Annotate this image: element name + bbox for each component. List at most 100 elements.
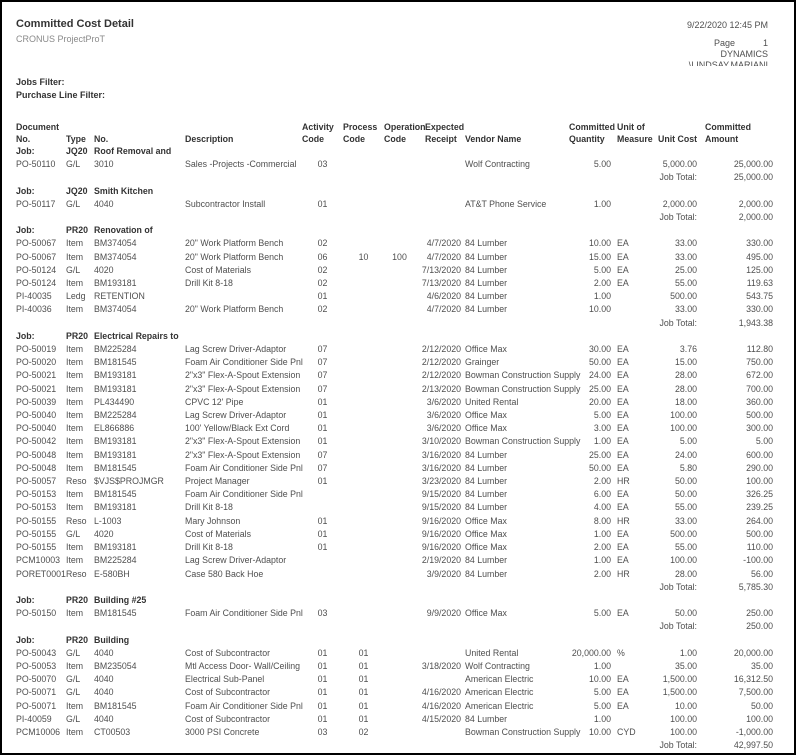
job-total-spacer	[16, 620, 611, 633]
cell-oper	[384, 488, 415, 501]
cell-uom: EA	[617, 542, 629, 553]
committed-cost-table: Document Activity Process Operation Expected…	[16, 121, 773, 752]
cell-desc: 3000 PSI Concrete	[185, 726, 260, 737]
cell-act: 01	[317, 542, 328, 553]
col-header-vend: Vendor Name	[465, 134, 522, 144]
page-label: Page	[714, 38, 736, 48]
cell-no: RETENTION	[94, 291, 145, 302]
col-header-uom: Unit of	[617, 122, 645, 132]
cell-doc: PO-50155	[16, 515, 57, 526]
cell-amt: 326.25	[746, 489, 773, 500]
col-header-qty: Quantity	[569, 134, 605, 144]
col-header-act: Activity	[302, 122, 334, 132]
cell-type: Item	[66, 555, 84, 566]
cell-rcpt: 7/13/2020	[421, 264, 461, 275]
cell-vend: 84 Lumber	[465, 568, 508, 579]
cell-no: BM181545	[94, 357, 137, 368]
cell-type: Item	[66, 251, 84, 262]
job-total-spacer	[16, 171, 611, 184]
cell-proc	[343, 449, 384, 462]
cell-no: BM374054	[94, 238, 137, 249]
cell-amt: 330.00	[746, 238, 773, 249]
job-name: Smith Kitchen	[94, 185, 154, 196]
col-header-oper: Operation	[384, 122, 426, 132]
cell-amt: 7,500.00	[738, 687, 773, 698]
cell-type: Item	[66, 726, 84, 737]
cell-cost: 100.00	[670, 726, 697, 737]
cell-rcpt: 3/16/2020	[421, 462, 461, 473]
purchase-line-filter-label: Purchase Line Filter:	[16, 90, 106, 100]
cell-cost: 55.00	[674, 278, 697, 289]
cell-doc: PO-50155	[16, 542, 57, 553]
cell-doc: PO-50124	[16, 278, 57, 289]
cell-amt: 750.00	[746, 357, 773, 368]
table-row: PI-40036 Item BM374054 20" Work Platform Be…	[16, 303, 773, 316]
job-header-row: Job: JQ20 Roof Removal and	[16, 145, 773, 158]
cell-proc	[343, 158, 384, 171]
cell-type: G/L	[66, 647, 81, 658]
cell-proc: 02	[358, 726, 369, 737]
cell-act: 07	[317, 357, 328, 368]
table-row: PO-50153 Item BM193181 Drill Kit 8-18 9/15/2…	[16, 501, 773, 514]
cell-act: 02	[317, 278, 328, 289]
cell-oper	[384, 541, 415, 554]
cell-cost: 1,500.00	[662, 674, 697, 685]
cell-qty: 15.00	[588, 251, 611, 262]
cell-rcpt: 9/16/2020	[421, 515, 461, 526]
cell-desc: 20" Work Platform Bench	[185, 304, 284, 315]
col-header-vend	[461, 121, 569, 133]
cell-uom	[611, 660, 654, 673]
cell-act	[302, 488, 343, 501]
cell-qty: 50.00	[588, 357, 611, 368]
cell-cost: 2,000.00	[662, 198, 697, 209]
cell-amt: -1,000.00	[735, 726, 773, 737]
cell-oper	[384, 528, 415, 541]
job-header-row: Job: PR20 Building #25	[16, 594, 773, 607]
cell-act: 01	[317, 410, 328, 421]
col-header-type	[66, 121, 94, 133]
cell-amt: 125.00	[746, 264, 773, 275]
cell-doc: PORET0001	[16, 568, 66, 579]
cell-vend: Office Max	[465, 608, 507, 619]
cell-cost: 55.00	[674, 502, 697, 513]
cell-no: BM225284	[94, 555, 137, 566]
col-header-desc: Description	[185, 134, 234, 144]
cell-vend: Wolf Contracting	[465, 159, 530, 170]
cell-cost: 28.00	[674, 568, 697, 579]
cell-no: BM235054	[94, 660, 137, 671]
cell-no: PL434490	[94, 396, 135, 407]
cell-doc: PI-40036	[16, 304, 52, 315]
table-row: PORET0001 Reso E-580BH Case 580 Back Hoe 3/9…	[16, 568, 773, 581]
cell-amt: 100.00	[746, 476, 773, 487]
cell-rcpt: 3/9/2020	[426, 568, 461, 579]
cell-proc	[343, 277, 384, 290]
cell-no: 4040	[94, 687, 114, 698]
table-body: Job: JQ20 Roof Removal and PO-50110 G/L 3010 S…	[16, 145, 773, 752]
report-datetime: 9/22/2020 12:45 PM	[686, 20, 768, 30]
table-row: PO-50153 Item BM181545 Foam Air Conditioner…	[16, 488, 773, 501]
cell-type: Item	[66, 278, 84, 289]
cell-oper	[384, 568, 415, 581]
cell-uom	[611, 290, 654, 303]
cell-oper	[384, 158, 415, 171]
col-header-no: No.	[94, 134, 109, 144]
cell-vend: 84 Lumber	[465, 449, 508, 460]
cell-amt: 35.00	[750, 660, 773, 671]
cell-no: 4020	[94, 264, 114, 275]
cell-uom: EA	[617, 436, 629, 447]
cell-rcpt: 4/7/2020	[426, 238, 461, 249]
cell-amt: 500.00	[746, 410, 773, 421]
cell-proc	[343, 541, 384, 554]
cell-no: 4020	[94, 528, 114, 539]
table-row: PO-50067 Item BM374054 20" Work Platform Be…	[16, 251, 773, 264]
cell-qty: 25.00	[588, 383, 611, 394]
cell-uom: EA	[617, 370, 629, 381]
cell-desc: Sales -Projects -Commercial	[185, 159, 297, 170]
cell-act: 01	[317, 660, 328, 671]
cell-desc: Cost of Materials	[185, 264, 251, 275]
cell-doc: PO-50053	[16, 660, 57, 671]
table-header: Document Activity Process Operation Expected…	[16, 121, 773, 145]
cell-doc: PO-50019	[16, 344, 57, 355]
cell-proc	[343, 396, 384, 409]
job-label: Job:	[16, 146, 35, 156]
